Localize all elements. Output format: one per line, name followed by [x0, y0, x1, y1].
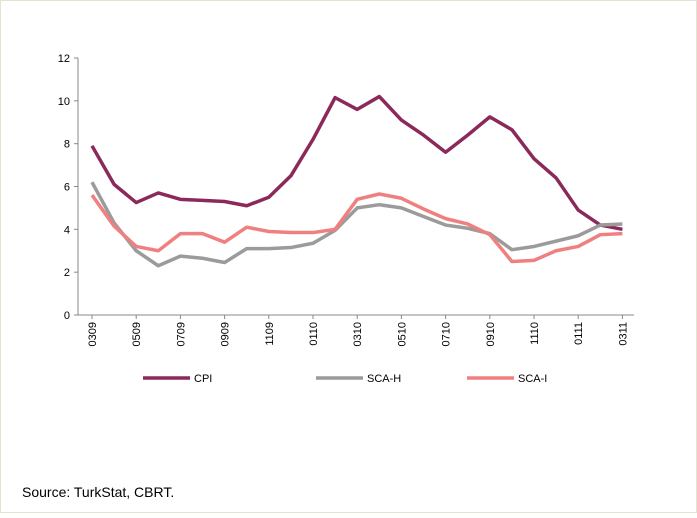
x-tick-label: 0310 [352, 322, 364, 346]
y-tick-label: 8 [64, 139, 70, 151]
y-tick-label: 0 [64, 310, 70, 322]
series-line [90, 181, 623, 268]
x-tick-label: 0510 [396, 322, 408, 346]
y-tick-label: 10 [58, 96, 70, 108]
x-tick-label: 0909 [220, 322, 232, 346]
x-tick-label: 0311 [617, 322, 629, 346]
x-tick-label: 1109 [264, 322, 276, 346]
x-tick-label: 0709 [175, 322, 187, 346]
y-tick-label: 4 [64, 224, 70, 236]
x-tick-label: 0110 [308, 322, 320, 346]
x-tick-label: 0309 [87, 322, 99, 346]
x-tick-label: 0710 [441, 322, 453, 346]
legend-label: SCA-H [367, 373, 401, 385]
y-tick-label: 12 [58, 53, 70, 65]
y-tick-label: 6 [64, 182, 70, 194]
source-note: Source: TurkStat, CBRT. [22, 484, 174, 500]
x-tick-label: 0111 [573, 322, 585, 345]
legend-label: CPI [194, 373, 212, 385]
x-tick-label: 0509 [131, 322, 143, 346]
x-tick-label: 0910 [485, 322, 497, 346]
series-line [90, 192, 623, 264]
series-line [90, 94, 623, 232]
y-tick-label: 2 [64, 267, 70, 279]
legend-label: SCA-I [518, 373, 547, 385]
x-tick-label: 1110 [529, 322, 541, 345]
